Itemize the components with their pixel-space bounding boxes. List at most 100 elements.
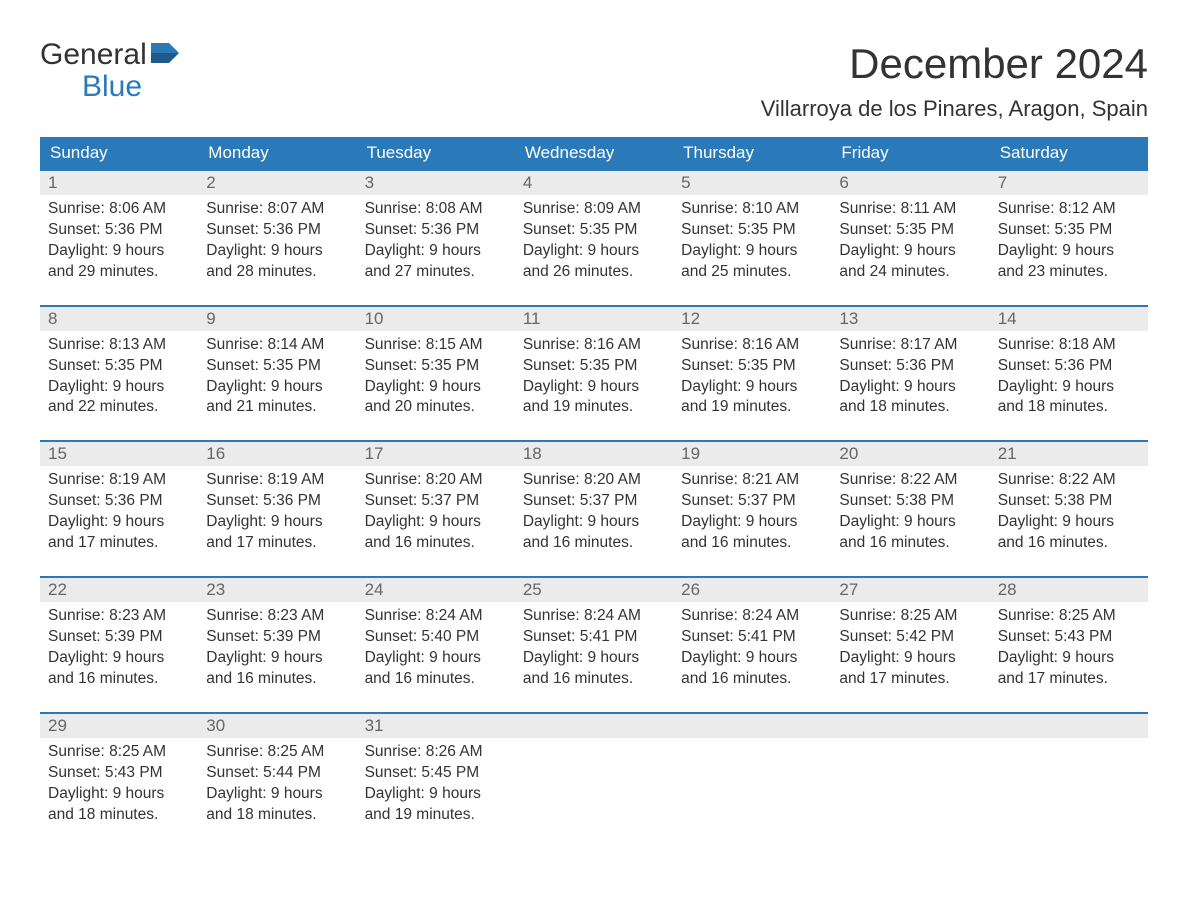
day-cell: 5Sunrise: 8:10 AMSunset: 5:35 PMDaylight… xyxy=(673,171,831,287)
day-content: Sunrise: 8:08 AMSunset: 5:36 PMDaylight:… xyxy=(357,195,515,287)
sunrise-text: Sunrise: 8:23 AM xyxy=(206,606,348,627)
daylight-text-2: and 18 minutes. xyxy=(48,805,190,826)
day-cell: 23Sunrise: 8:23 AMSunset: 5:39 PMDayligh… xyxy=(198,578,356,694)
day-number: 5 xyxy=(673,171,831,195)
day-content: Sunrise: 8:20 AMSunset: 5:37 PMDaylight:… xyxy=(515,466,673,558)
daylight-text-2: and 16 minutes. xyxy=(998,533,1140,554)
sunset-text: Sunset: 5:42 PM xyxy=(839,627,981,648)
daylight-text-1: Daylight: 9 hours xyxy=(365,377,507,398)
sunrise-text: Sunrise: 8:20 AM xyxy=(365,470,507,491)
sunrise-text: Sunrise: 8:17 AM xyxy=(839,335,981,356)
sunrise-text: Sunrise: 8:06 AM xyxy=(48,199,190,220)
daylight-text-2: and 16 minutes. xyxy=(523,533,665,554)
daylight-text-1: Daylight: 9 hours xyxy=(523,648,665,669)
day-number: 20 xyxy=(831,442,989,466)
day-cell: 19Sunrise: 8:21 AMSunset: 5:37 PMDayligh… xyxy=(673,442,831,558)
sunset-text: Sunset: 5:43 PM xyxy=(48,763,190,784)
daylight-text-1: Daylight: 9 hours xyxy=(365,512,507,533)
logo-text-2: Blue xyxy=(82,70,142,104)
logo-flag-icon xyxy=(151,43,179,68)
daylight-text-2: and 16 minutes. xyxy=(48,669,190,690)
day-number: 7 xyxy=(990,171,1148,195)
location-text: Villarroya de los Pinares, Aragon, Spain xyxy=(761,96,1148,122)
day-cell: 11Sunrise: 8:16 AMSunset: 5:35 PMDayligh… xyxy=(515,307,673,423)
day-number: 18 xyxy=(515,442,673,466)
day-header: Tuesday xyxy=(357,137,515,169)
day-cell: 18Sunrise: 8:20 AMSunset: 5:37 PMDayligh… xyxy=(515,442,673,558)
daylight-text-1: Daylight: 9 hours xyxy=(48,648,190,669)
sunset-text: Sunset: 5:35 PM xyxy=(206,356,348,377)
day-cell xyxy=(673,714,831,830)
day-content: Sunrise: 8:24 AMSunset: 5:41 PMDaylight:… xyxy=(515,602,673,694)
sunset-text: Sunset: 5:36 PM xyxy=(365,220,507,241)
day-content: Sunrise: 8:25 AMSunset: 5:43 PMDaylight:… xyxy=(990,602,1148,694)
sunset-text: Sunset: 5:35 PM xyxy=(365,356,507,377)
day-content: Sunrise: 8:23 AMSunset: 5:39 PMDaylight:… xyxy=(198,602,356,694)
daylight-text-2: and 29 minutes. xyxy=(48,262,190,283)
day-cell: 16Sunrise: 8:19 AMSunset: 5:36 PMDayligh… xyxy=(198,442,356,558)
weeks-container: 1Sunrise: 8:06 AMSunset: 5:36 PMDaylight… xyxy=(40,169,1148,829)
week-row: 29Sunrise: 8:25 AMSunset: 5:43 PMDayligh… xyxy=(40,712,1148,830)
week-row: 22Sunrise: 8:23 AMSunset: 5:39 PMDayligh… xyxy=(40,576,1148,694)
daylight-text-1: Daylight: 9 hours xyxy=(365,241,507,262)
day-cell xyxy=(831,714,989,830)
day-number: 23 xyxy=(198,578,356,602)
day-content: Sunrise: 8:11 AMSunset: 5:35 PMDaylight:… xyxy=(831,195,989,287)
daylight-text-1: Daylight: 9 hours xyxy=(206,784,348,805)
daylight-text-2: and 18 minutes. xyxy=(839,397,981,418)
sunset-text: Sunset: 5:41 PM xyxy=(523,627,665,648)
daylight-text-1: Daylight: 9 hours xyxy=(839,512,981,533)
daylight-text-1: Daylight: 9 hours xyxy=(206,512,348,533)
sunrise-text: Sunrise: 8:19 AM xyxy=(48,470,190,491)
daylight-text-1: Daylight: 9 hours xyxy=(681,512,823,533)
day-number: 13 xyxy=(831,307,989,331)
day-number: 1 xyxy=(40,171,198,195)
sunrise-text: Sunrise: 8:10 AM xyxy=(681,199,823,220)
day-cell: 26Sunrise: 8:24 AMSunset: 5:41 PMDayligh… xyxy=(673,578,831,694)
day-cell: 27Sunrise: 8:25 AMSunset: 5:42 PMDayligh… xyxy=(831,578,989,694)
sunrise-text: Sunrise: 8:11 AM xyxy=(839,199,981,220)
sunrise-text: Sunrise: 8:14 AM xyxy=(206,335,348,356)
day-cell: 3Sunrise: 8:08 AMSunset: 5:36 PMDaylight… xyxy=(357,171,515,287)
day-cell: 10Sunrise: 8:15 AMSunset: 5:35 PMDayligh… xyxy=(357,307,515,423)
day-number: 25 xyxy=(515,578,673,602)
daylight-text-2: and 25 minutes. xyxy=(681,262,823,283)
day-content: Sunrise: 8:14 AMSunset: 5:35 PMDaylight:… xyxy=(198,331,356,423)
day-cell: 7Sunrise: 8:12 AMSunset: 5:35 PMDaylight… xyxy=(990,171,1148,287)
title-block: December 2024 Villarroya de los Pinares,… xyxy=(761,40,1148,122)
sunrise-text: Sunrise: 8:22 AM xyxy=(839,470,981,491)
sunset-text: Sunset: 5:37 PM xyxy=(523,491,665,512)
daylight-text-1: Daylight: 9 hours xyxy=(523,377,665,398)
daylight-text-1: Daylight: 9 hours xyxy=(998,241,1140,262)
day-number-empty xyxy=(990,714,1148,738)
daylight-text-1: Daylight: 9 hours xyxy=(206,241,348,262)
sunrise-text: Sunrise: 8:19 AM xyxy=(206,470,348,491)
daylight-text-2: and 24 minutes. xyxy=(839,262,981,283)
daylight-text-1: Daylight: 9 hours xyxy=(365,784,507,805)
sunset-text: Sunset: 5:39 PM xyxy=(206,627,348,648)
day-content: Sunrise: 8:25 AMSunset: 5:42 PMDaylight:… xyxy=(831,602,989,694)
daylight-text-2: and 19 minutes. xyxy=(681,397,823,418)
day-number: 26 xyxy=(673,578,831,602)
day-number: 2 xyxy=(198,171,356,195)
sunset-text: Sunset: 5:36 PM xyxy=(48,220,190,241)
sunrise-text: Sunrise: 8:25 AM xyxy=(206,742,348,763)
sunrise-text: Sunrise: 8:12 AM xyxy=(998,199,1140,220)
daylight-text-1: Daylight: 9 hours xyxy=(681,241,823,262)
daylight-text-1: Daylight: 9 hours xyxy=(998,648,1140,669)
daylight-text-2: and 20 minutes. xyxy=(365,397,507,418)
sunrise-text: Sunrise: 8:13 AM xyxy=(48,335,190,356)
sunset-text: Sunset: 5:40 PM xyxy=(365,627,507,648)
sunset-text: Sunset: 5:35 PM xyxy=(523,220,665,241)
sunrise-text: Sunrise: 8:09 AM xyxy=(523,199,665,220)
day-cell: 29Sunrise: 8:25 AMSunset: 5:43 PMDayligh… xyxy=(40,714,198,830)
sunset-text: Sunset: 5:36 PM xyxy=(206,491,348,512)
sunrise-text: Sunrise: 8:20 AM xyxy=(523,470,665,491)
day-content: Sunrise: 8:15 AMSunset: 5:35 PMDaylight:… xyxy=(357,331,515,423)
day-header: Sunday xyxy=(40,137,198,169)
day-header: Wednesday xyxy=(515,137,673,169)
day-cell: 1Sunrise: 8:06 AMSunset: 5:36 PMDaylight… xyxy=(40,171,198,287)
day-cell: 8Sunrise: 8:13 AMSunset: 5:35 PMDaylight… xyxy=(40,307,198,423)
day-cell: 2Sunrise: 8:07 AMSunset: 5:36 PMDaylight… xyxy=(198,171,356,287)
day-number: 31 xyxy=(357,714,515,738)
